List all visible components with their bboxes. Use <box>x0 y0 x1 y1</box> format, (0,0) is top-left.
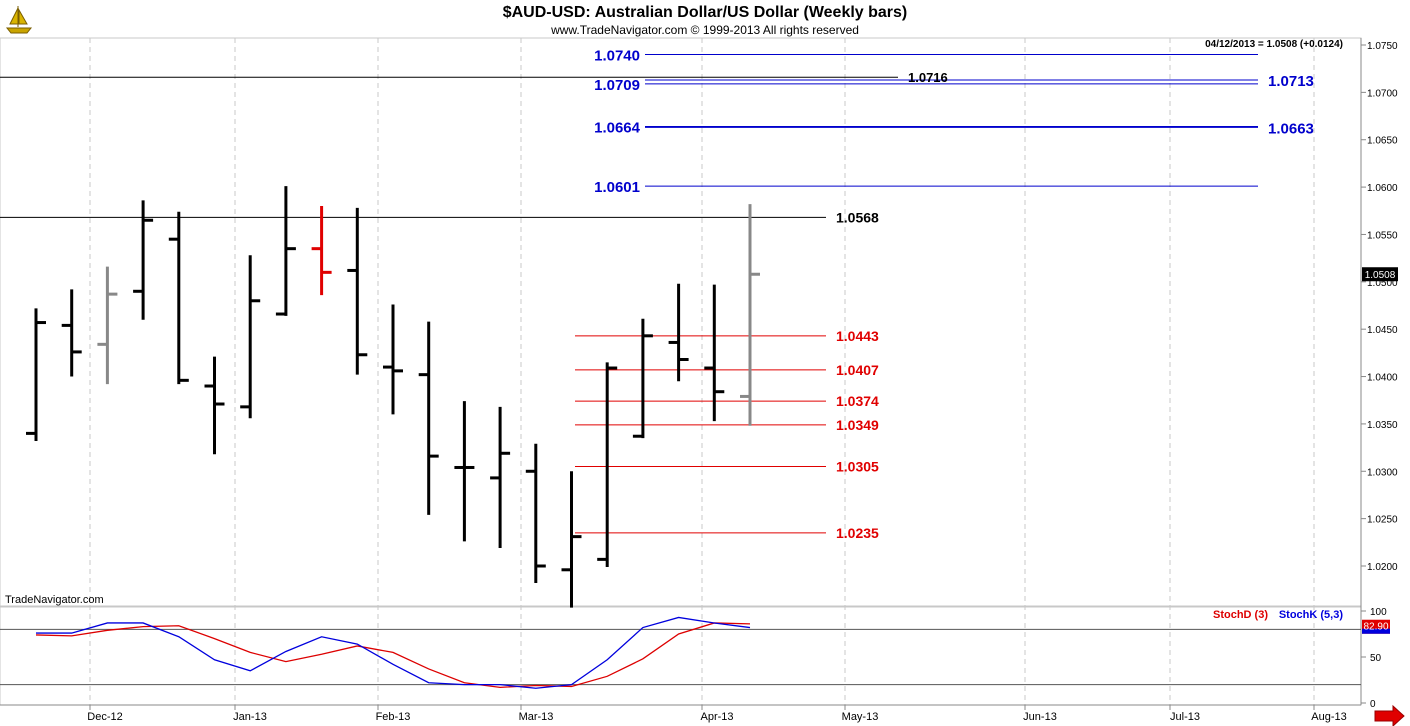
last-price-box <box>1362 267 1398 282</box>
y-tick-label: 1.0600 <box>1367 183 1398 194</box>
ohlc-bar <box>383 304 403 415</box>
support-level-label: 1.0305 <box>836 459 879 475</box>
price-bars <box>26 186 760 608</box>
target-level-label: 1.0740 <box>594 47 640 64</box>
y-tick-label: 1.0750 <box>1367 41 1398 52</box>
stoch-d-legend: StochD (3) <box>1213 609 1268 621</box>
ohlc-bar <box>61 289 82 377</box>
ohlc-bar <box>347 207 368 375</box>
y-tick-label: 1.0700 <box>1367 88 1398 99</box>
chart-title: $AUD-USD: Australian Dollar/US Dollar (W… <box>503 4 908 21</box>
support-level-label: 1.0443 <box>836 328 879 344</box>
stoch-k-line <box>36 616 751 689</box>
ohlc-bar <box>490 406 511 549</box>
y-tick-label: 1.0650 <box>1367 136 1398 147</box>
y-tick-label: 1.0400 <box>1367 373 1398 384</box>
ohlc-bar <box>204 356 225 455</box>
ohlc-bar <box>168 211 189 385</box>
scroll-right-arrow-icon[interactable] <box>1374 704 1405 726</box>
ohlc-bar <box>275 186 296 316</box>
ohlc-bar <box>740 204 760 426</box>
ohlc-bar <box>418 321 439 515</box>
x-tick-label: Dec-12 <box>87 711 122 723</box>
ohlc-bar <box>561 471 582 608</box>
x-tick-label: Jan-13 <box>233 711 267 723</box>
x-tick-label: Apr-13 <box>700 711 733 723</box>
target-level-label: 1.0663 <box>1268 120 1314 137</box>
support-level-label: 1.0374 <box>836 393 879 409</box>
stoch-y-tick-label: 100 <box>1370 607 1387 618</box>
support-level-label: 1.0349 <box>836 417 879 433</box>
stoch-y-tick-label: 50 <box>1370 653 1382 664</box>
stoch-d-line <box>35 622 751 689</box>
ohlc-bar <box>597 362 618 567</box>
y-tick-label: 1.0450 <box>1367 325 1398 336</box>
target-level-label: 1.0713 <box>1268 73 1314 90</box>
support-level-label: 1.0407 <box>836 362 879 378</box>
ohlc-bar <box>632 318 653 439</box>
ohlc-bar <box>26 308 46 441</box>
ohlc-bar <box>240 255 261 419</box>
stoch-k-legend: StochK (5,3) <box>1279 609 1344 621</box>
stoch-value-label: 82.90 <box>1363 622 1388 633</box>
stochastic-panel-frame <box>0 606 1362 706</box>
price-levels: 1.0740 1.0713 1.0709 1.0716 1.0664 1.0663 1.06… <box>0 47 1314 541</box>
ohlc-bar <box>311 206 332 296</box>
ohlc-bar <box>668 283 689 382</box>
support-level-label: 1.0235 <box>836 525 879 541</box>
y-tick-label: 1.0250 <box>1367 515 1398 526</box>
price-axis: 1.0750 1.0700 1.0650 1.0600 1.0550 1.0500 1.04… <box>1361 41 1398 573</box>
ohlc-bar <box>525 443 546 584</box>
target-level-label: 1.0664 <box>594 119 641 136</box>
date-axis: Dec-12 Jan-13 Feb-13 Mar-13 Apr-13 May-13 Jun-… <box>0 704 1361 723</box>
copyright-subtitle: www.TradeNavigator.com © 1999-2013 All r… <box>550 23 859 37</box>
trade-navigator-ship-logo <box>4 2 34 34</box>
ohlc-bar <box>704 284 725 422</box>
y-tick-label: 1.0550 <box>1367 230 1398 241</box>
quote-readout: 04/12/2013 = 1.0508 (+0.0124) <box>1205 39 1343 50</box>
y-tick-label: 1.0300 <box>1367 467 1398 478</box>
stoch-y-tick-label: 0 <box>1370 699 1376 710</box>
last-price-label: 1.0508 <box>1365 270 1396 281</box>
y-tick-label: 1.0200 <box>1367 562 1398 573</box>
x-tick-label: Aug-13 <box>1311 711 1346 723</box>
x-tick-label: Jul-13 <box>1170 711 1200 723</box>
resistance-level-label: 1.0716 <box>908 70 948 85</box>
stochastic-indicator: 100 50 0 82.90 <box>0 607 1390 710</box>
ohlc-bar <box>97 266 118 385</box>
target-level-label: 1.0601 <box>594 179 640 196</box>
resistance-level-label: 1.0568 <box>836 209 879 225</box>
ohlc-bar <box>454 401 475 542</box>
price-panel-frame <box>0 37 1362 607</box>
x-tick-label: Jun-13 <box>1023 711 1057 723</box>
y-tick-label: 1.0350 <box>1367 420 1398 431</box>
target-level-label: 1.0709 <box>594 77 640 94</box>
month-gridlines <box>89 38 1315 705</box>
ohlc-bar <box>133 200 154 320</box>
x-tick-label: Mar-13 <box>519 711 554 723</box>
x-tick-label: Feb-13 <box>376 711 411 723</box>
y-tick-label: 1.0500 <box>1367 278 1398 289</box>
stoch-value-box-k <box>1362 628 1390 634</box>
watermark: TradeNavigator.com <box>5 594 104 606</box>
x-tick-label: May-13 <box>842 711 879 723</box>
